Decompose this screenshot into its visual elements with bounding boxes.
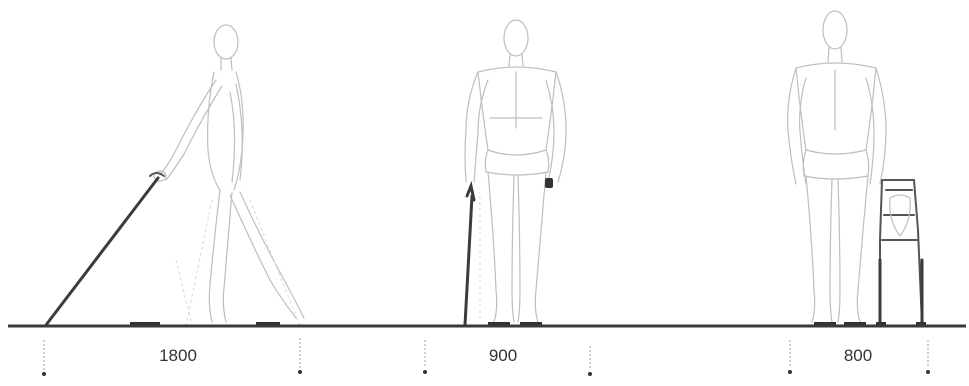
figure-standing-with-stick xyxy=(463,19,567,327)
figure-walking-with-cane xyxy=(44,24,305,327)
dimension-label-frame: 800 xyxy=(844,346,872,365)
figure-standing-with-walking-frame xyxy=(787,10,926,327)
cane-icon xyxy=(44,176,160,327)
walking-stick-icon xyxy=(463,180,476,327)
dimension-label-stick: 900 xyxy=(489,346,517,365)
dimension-markers xyxy=(42,338,930,376)
walking-frame-icon xyxy=(878,179,924,327)
dimension-label-cane: 1800 xyxy=(159,346,197,365)
